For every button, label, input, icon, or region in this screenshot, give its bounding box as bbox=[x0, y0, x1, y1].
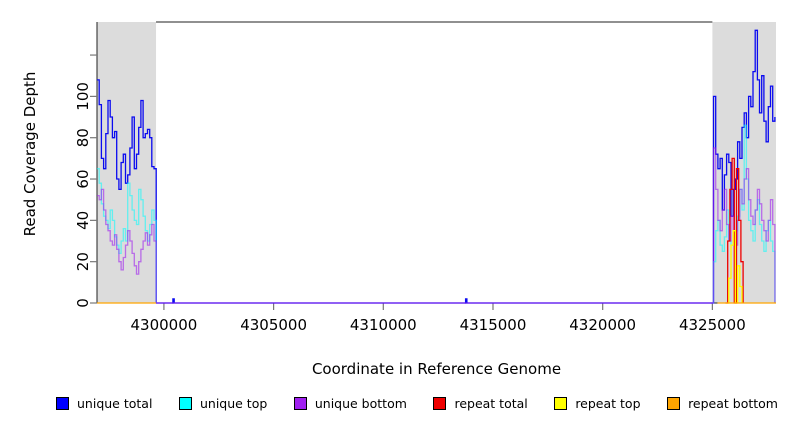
series-unique-bottom bbox=[97, 188, 157, 303]
legend-item-unique-top: unique top bbox=[178, 396, 268, 411]
legend-label: unique top bbox=[199, 396, 268, 411]
legend-label: repeat bottom bbox=[688, 396, 778, 411]
legend-swatch-unique-bottom bbox=[293, 397, 307, 410]
legend-swatch-repeat-total bbox=[433, 397, 447, 410]
legend-item-repeat-bottom: repeat bottom bbox=[667, 396, 778, 411]
series-unique-bottom bbox=[711, 147, 776, 304]
y-tick-label: 60 bbox=[74, 169, 92, 188]
legend-item-repeat-total: repeat total bbox=[433, 396, 528, 411]
y-axis-title: Read Coverage Depth bbox=[21, 71, 39, 237]
legend-swatch-repeat-bottom bbox=[667, 397, 681, 410]
legend-item-unique-total: unique total bbox=[56, 396, 152, 411]
y-tick-label: 0 bbox=[74, 298, 92, 308]
legend-swatch-unique-total bbox=[56, 397, 69, 410]
legend-label: unique total bbox=[77, 396, 153, 411]
y-tick-label: 100 bbox=[74, 82, 92, 111]
legend-item-repeat-top: repeat top bbox=[554, 396, 641, 411]
legend-item-unique-bottom: unique bottom bbox=[293, 396, 407, 411]
y-tick-label: 80 bbox=[74, 128, 92, 147]
x-tick-label: 4310000 bbox=[350, 316, 417, 334]
legend-swatch-unique-top bbox=[178, 397, 192, 410]
x-tick-label: 4305000 bbox=[240, 316, 307, 334]
left-repeat-region bbox=[97, 22, 157, 303]
x-tick-label: 4320000 bbox=[569, 316, 636, 334]
y-tick-label: 20 bbox=[74, 252, 92, 271]
legend-label: repeat top bbox=[575, 396, 641, 411]
legend: unique total unique top unique bottom repea… bbox=[0, 396, 792, 411]
series-unique-top bbox=[711, 124, 776, 304]
legend-label: repeat total bbox=[454, 396, 528, 411]
legend-swatch-repeat-top bbox=[554, 397, 568, 410]
legend-label: unique bottom bbox=[314, 396, 407, 411]
x-tick-label: 4315000 bbox=[460, 316, 527, 334]
series-repeat-top bbox=[726, 230, 743, 304]
x-axis-title: Coordinate in Reference Genome bbox=[311, 360, 562, 378]
y-tick-label: 40 bbox=[74, 211, 92, 230]
x-tick-label: 4325000 bbox=[679, 316, 746, 334]
x-tick-label: 4300000 bbox=[131, 316, 198, 334]
